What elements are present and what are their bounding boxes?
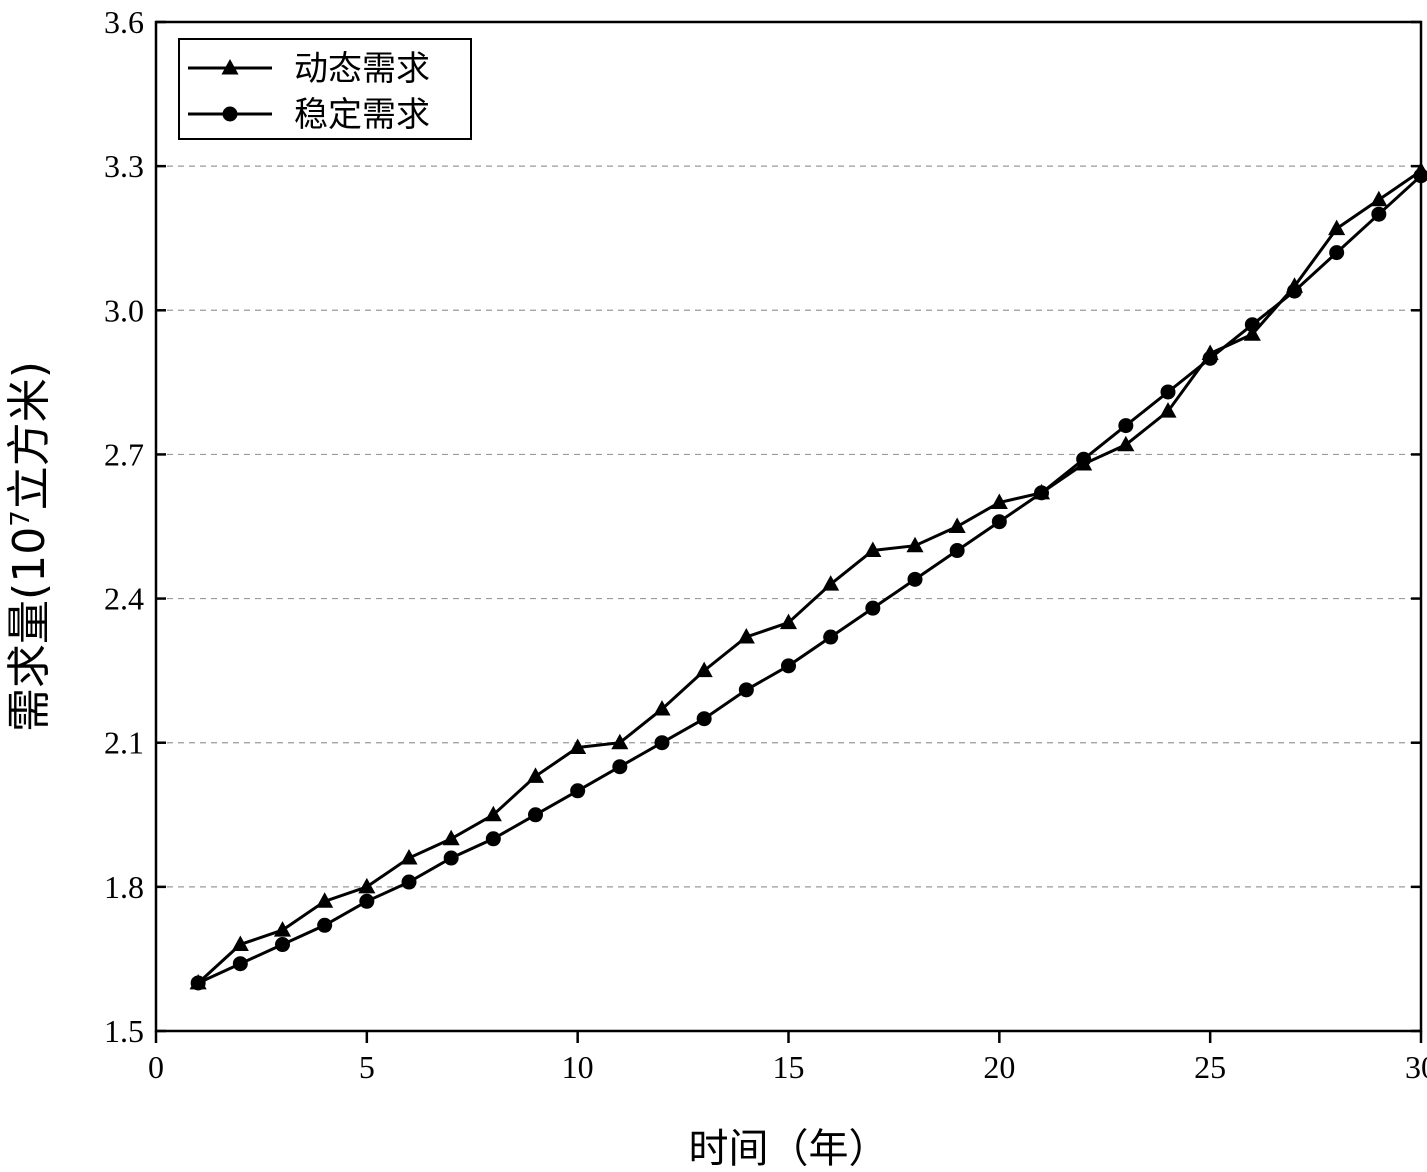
series-0-point-13 xyxy=(737,628,755,644)
series-0-point-14 xyxy=(779,613,798,630)
series-0-point-12 xyxy=(695,661,713,678)
series-0-point-25 xyxy=(1243,325,1261,341)
series-0-point-4 xyxy=(358,877,376,894)
series-0-point-11 xyxy=(653,700,671,716)
series-0-point-28 xyxy=(1370,190,1388,207)
x-tick-label-4: 20 xyxy=(983,1049,1015,1085)
y-tick-label-5: 3.0 xyxy=(104,292,144,328)
series-0-point-5 xyxy=(400,849,418,865)
series-1-point-8 xyxy=(528,807,543,823)
series-1-point-22 xyxy=(1118,418,1134,434)
series-1-point-1 xyxy=(232,956,248,972)
x-tick-label-5: 25 xyxy=(1194,1049,1226,1085)
series-0-point-22 xyxy=(1117,435,1135,452)
series-0-point-7 xyxy=(484,805,502,822)
grid-lines xyxy=(156,165,1421,888)
series-1-point-16 xyxy=(865,600,881,616)
series-0-point-16 xyxy=(864,541,882,558)
series-1-point-15 xyxy=(823,629,839,645)
x-tick-label-3: 15 xyxy=(773,1049,805,1085)
series-0-point-23 xyxy=(1159,402,1177,418)
y-tick-label-6: 3.3 xyxy=(104,148,144,184)
series-1-point-27 xyxy=(1329,245,1345,261)
series-1-point-24 xyxy=(1202,350,1218,366)
x-tick-label-0: 0 xyxy=(148,1049,164,1085)
series-0-point-19 xyxy=(990,493,1008,509)
y-tick-label-1: 1.8 xyxy=(104,869,144,905)
y-tick-label-2: 2.1 xyxy=(104,725,144,761)
series-0-point-9 xyxy=(569,738,587,754)
y-axis-title-before: 需求量(10 xyxy=(4,527,55,732)
series-0-point-3 xyxy=(316,892,334,908)
x-tick-label-6: 30 xyxy=(1405,1049,1427,1085)
series-1-point-10 xyxy=(612,759,628,775)
series-1-point-18 xyxy=(949,543,965,559)
x-tick-label-1: 5 xyxy=(359,1049,375,1085)
series-1-point-28 xyxy=(1371,206,1387,222)
series-0-point-18 xyxy=(948,517,966,533)
series-0-point-8 xyxy=(526,767,545,783)
legend: 动态需求 稳定需求 xyxy=(178,38,472,140)
series-1-point-23 xyxy=(1160,384,1176,400)
series-1-point-6 xyxy=(443,850,459,866)
series-0-point-27 xyxy=(1328,219,1346,236)
y-axis-title-superscript: 7 xyxy=(6,510,36,527)
series-1-point-20 xyxy=(1034,485,1049,501)
y-tick-label-7: 3.6 xyxy=(104,4,144,40)
legend-entry-dynamic: 动态需求 xyxy=(188,49,430,89)
series-1-point-26 xyxy=(1287,283,1302,299)
series-1-point-19 xyxy=(991,514,1007,530)
series-0-point-17 xyxy=(906,536,924,553)
series-1-point-13 xyxy=(738,682,754,698)
y-axis: 1.5 1.8 2.1 2.4 2.7 3.0 3.3 3.6 xyxy=(104,4,1421,1049)
series-1-point-7 xyxy=(485,831,501,847)
series-1-point-21 xyxy=(1076,451,1092,467)
y-tick-label-4: 2.7 xyxy=(104,436,144,472)
legend-triangle-marker xyxy=(221,59,239,75)
legend-label-dynamic: 动态需求 xyxy=(294,49,430,89)
x-axis: 0 5 10 15 20 25 30 xyxy=(148,1031,1427,1085)
y-axis-title-after: 立方米) xyxy=(4,361,55,510)
series-1-point-3 xyxy=(317,917,333,933)
plot-frame xyxy=(154,20,1423,1033)
series-line-1 xyxy=(197,174,1423,985)
series-line-0 xyxy=(197,169,1422,985)
series-1-point-14 xyxy=(781,658,796,674)
legend-circle-marker xyxy=(222,106,238,122)
y-tick-label-3: 2.4 xyxy=(104,581,144,617)
series-0-point-1 xyxy=(231,935,249,951)
x-axis-title: 时间（年） xyxy=(689,1126,889,1172)
series-1-point-25 xyxy=(1244,317,1260,333)
legend-label-stable: 稳定需求 xyxy=(294,95,430,135)
legend-box xyxy=(178,38,472,140)
series-0-point-15 xyxy=(822,575,840,591)
series-0-point-6 xyxy=(442,829,460,846)
series-1-point-9 xyxy=(570,783,586,799)
series-1-point-5 xyxy=(401,874,417,890)
y-axis-title: 需求量(107立方米) xyxy=(4,361,55,732)
series-1-point-12 xyxy=(696,711,712,727)
series-1-point-4 xyxy=(359,893,375,909)
series-1-point-0 xyxy=(190,975,206,991)
series-1-point-11 xyxy=(654,735,670,751)
series-1-point-17 xyxy=(907,571,923,587)
legend-entry-stable: 稳定需求 xyxy=(188,95,430,135)
series-0-point-10 xyxy=(611,733,629,750)
x-tick-label-2: 10 xyxy=(562,1049,594,1085)
series-layer xyxy=(189,161,1427,991)
y-tick-label-0: 1.5 xyxy=(104,1013,144,1049)
series-0-point-2 xyxy=(273,921,292,937)
series-1-point-2 xyxy=(275,937,290,953)
